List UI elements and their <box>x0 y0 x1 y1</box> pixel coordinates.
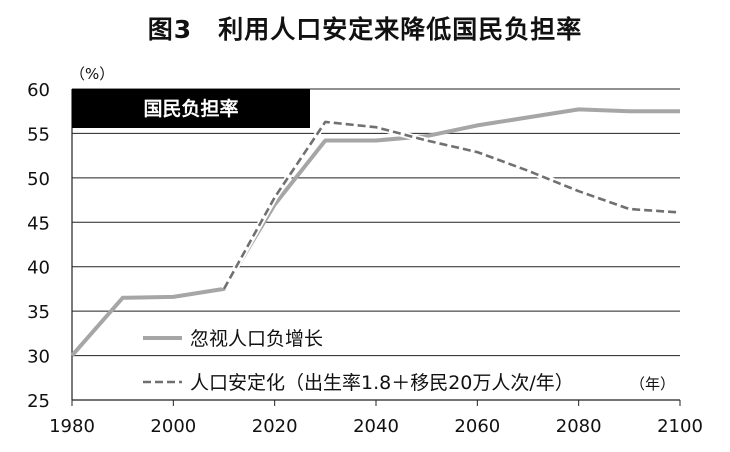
chart-title: 图3 利用人口安定来降低国民负担率 <box>147 15 583 44</box>
y-tick-label: 60 <box>27 80 50 101</box>
x-tick-label: 2060 <box>454 416 500 437</box>
y-tick-label: 40 <box>27 258 50 279</box>
x-axis-unit: （年） <box>630 375 675 393</box>
legend-label: 人口安定化（出生率1.8＋移民20万人次/年） <box>190 372 574 394</box>
y-tick-label: 30 <box>27 347 50 368</box>
x-tick-label: 2080 <box>556 416 602 437</box>
badge: 国民负担率 <box>72 89 310 128</box>
x-tick-label: 2100 <box>657 416 703 437</box>
x-tick-label: 2000 <box>150 416 196 437</box>
series-line-solid <box>70 107 680 357</box>
legend-label: 忽视人口负增长 <box>190 328 323 350</box>
series-line-dashed <box>222 120 681 290</box>
x-tick-label: 1980 <box>49 416 95 437</box>
badge-label: 国民负担率 <box>143 97 238 120</box>
y-tick-label: 35 <box>27 302 50 323</box>
axes: 25 30 35 40 45 50 55 60 1980 2000 2020 2040 2060 2080… <box>27 65 703 437</box>
y-axis-unit: （%） <box>70 65 114 83</box>
series <box>70 107 681 357</box>
y-tick-label: 45 <box>27 213 50 234</box>
gridlines <box>72 88 680 401</box>
y-tick-label: 50 <box>27 169 50 190</box>
y-tick-label: 55 <box>27 124 50 145</box>
y-tick-label: 25 <box>27 391 50 412</box>
badge-box <box>72 89 310 128</box>
x-tick-label: 2040 <box>353 416 399 437</box>
x-tick-label: 2020 <box>252 416 298 437</box>
